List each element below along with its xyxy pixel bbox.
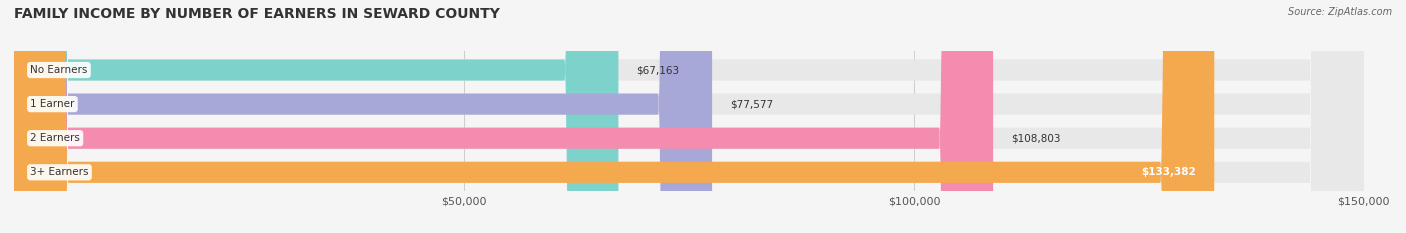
Text: FAMILY INCOME BY NUMBER OF EARNERS IN SEWARD COUNTY: FAMILY INCOME BY NUMBER OF EARNERS IN SE… xyxy=(14,7,501,21)
Text: No Earners: No Earners xyxy=(31,65,87,75)
FancyBboxPatch shape xyxy=(14,0,993,233)
Text: Source: ZipAtlas.com: Source: ZipAtlas.com xyxy=(1288,7,1392,17)
FancyBboxPatch shape xyxy=(14,0,1364,233)
FancyBboxPatch shape xyxy=(14,0,1364,233)
Text: $133,382: $133,382 xyxy=(1142,167,1197,177)
Text: $108,803: $108,803 xyxy=(1011,133,1060,143)
Text: $67,163: $67,163 xyxy=(637,65,679,75)
FancyBboxPatch shape xyxy=(14,0,1364,233)
Text: 2 Earners: 2 Earners xyxy=(31,133,80,143)
FancyBboxPatch shape xyxy=(14,0,1364,233)
Text: 3+ Earners: 3+ Earners xyxy=(31,167,89,177)
FancyBboxPatch shape xyxy=(14,0,711,233)
FancyBboxPatch shape xyxy=(14,0,1215,233)
Text: 1 Earner: 1 Earner xyxy=(31,99,75,109)
FancyBboxPatch shape xyxy=(14,0,619,233)
Text: $77,577: $77,577 xyxy=(730,99,773,109)
